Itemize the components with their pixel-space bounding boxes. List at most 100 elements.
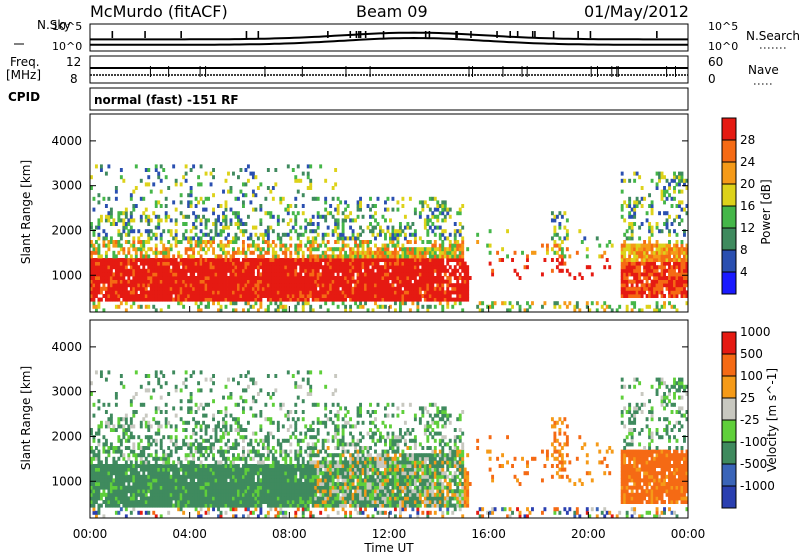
power-cell	[119, 268, 123, 273]
power-cell	[154, 250, 158, 255]
power-cell	[207, 240, 210, 244]
power-cell	[256, 297, 260, 302]
velocity-cell	[139, 460, 143, 465]
power-cell	[219, 247, 223, 252]
power-cell	[172, 272, 176, 277]
power-cell	[107, 297, 111, 302]
power-cell	[628, 222, 632, 226]
power-cell	[678, 222, 681, 226]
power-cell	[129, 243, 133, 248]
power-cell	[104, 232, 108, 237]
power-cell	[458, 294, 462, 298]
power-cell	[413, 236, 417, 241]
power-cell	[132, 189, 136, 194]
power-cell	[346, 283, 350, 288]
power-cell	[301, 261, 305, 266]
velocity-cell	[139, 474, 143, 479]
power-cell	[187, 236, 191, 241]
power-cell	[633, 243, 637, 248]
power-cell	[301, 279, 305, 284]
power-cell	[446, 276, 450, 280]
power-cell	[650, 250, 654, 255]
velocity-cell	[97, 496, 101, 501]
velocity-cell	[164, 503, 168, 508]
power-cell	[683, 250, 686, 255]
power-cell	[114, 240, 118, 244]
power-cell	[456, 211, 460, 216]
velocity-cell	[174, 446, 178, 450]
power-cell	[680, 286, 684, 291]
power-cell	[104, 261, 108, 266]
power-cell	[316, 272, 320, 277]
power-cell	[623, 232, 627, 237]
power-cell	[640, 186, 644, 190]
power-cell	[276, 222, 280, 226]
velocity-cell	[204, 413, 208, 418]
power-cell	[261, 286, 265, 291]
velocity-cell	[219, 449, 223, 454]
power-cell	[294, 308, 298, 313]
power-cell	[269, 297, 273, 302]
power-cell	[204, 268, 208, 273]
velocity-cell	[159, 410, 163, 414]
power-cell	[643, 261, 647, 266]
power-cell	[107, 243, 111, 248]
power-cell	[164, 175, 168, 180]
power-cell	[239, 265, 243, 270]
power-cell	[401, 261, 405, 266]
power-cell	[623, 240, 627, 244]
power-cell	[296, 243, 300, 248]
power-cell	[421, 204, 425, 208]
power-cell	[565, 218, 569, 223]
velocity-cell	[119, 449, 123, 454]
velocity-cell	[102, 478, 106, 483]
velocity-cell	[217, 478, 220, 483]
velocity-cell	[90, 392, 93, 396]
power-cell	[197, 258, 201, 262]
power-cell	[296, 254, 300, 259]
power-cell	[481, 301, 485, 306]
power-cell	[376, 268, 380, 273]
power-cell	[90, 294, 93, 298]
power-cell	[453, 254, 457, 259]
velocity-cell	[217, 492, 220, 497]
velocity-cell	[232, 417, 235, 422]
power-cell	[558, 261, 562, 266]
velocity-cell	[194, 464, 198, 468]
power-cell	[301, 297, 305, 302]
velocity-cell	[212, 478, 215, 483]
power-cell	[309, 268, 313, 273]
power-cell	[264, 286, 268, 291]
power-cell	[124, 279, 128, 284]
power-cell	[658, 229, 661, 234]
power-cell	[296, 261, 300, 266]
power-cell	[122, 283, 126, 288]
power-cell	[212, 301, 215, 306]
power-cell	[169, 276, 173, 280]
power-cell	[234, 276, 238, 280]
power-cell	[655, 243, 659, 248]
power-cell	[393, 301, 397, 306]
power-cell	[446, 268, 450, 273]
power-cell	[172, 265, 176, 270]
power-cell	[620, 189, 624, 194]
power-cell	[653, 294, 657, 298]
velocity-cell	[177, 496, 181, 501]
power-cell	[217, 308, 220, 313]
power-cell	[406, 222, 410, 226]
power-cell	[660, 196, 664, 201]
power-cell	[550, 247, 554, 252]
power-cell	[628, 200, 632, 205]
power-cell	[134, 286, 138, 291]
power-cell	[645, 272, 649, 277]
velocity-cell	[219, 485, 223, 490]
power-cell	[266, 290, 270, 295]
power-cell	[443, 229, 447, 234]
velocity-cell	[229, 471, 233, 476]
power-cell	[685, 186, 689, 190]
power-cell	[341, 283, 345, 288]
power-cell	[623, 283, 627, 288]
velocity-cell	[142, 471, 146, 476]
velocity-cell	[204, 503, 208, 508]
